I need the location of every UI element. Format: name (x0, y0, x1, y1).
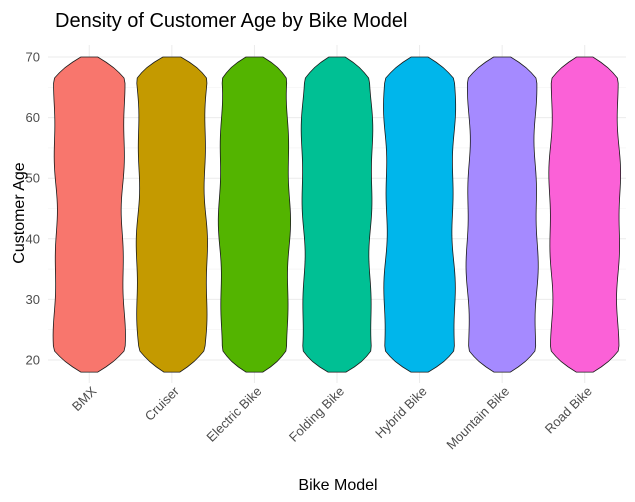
violin-folding-bike (300, 56, 374, 373)
chart-title: Density of Customer Age by Bike Model (55, 10, 407, 32)
violin-bmx (52, 56, 126, 373)
y-tick-label: 50 (26, 171, 40, 186)
x-tick-label: BMX (69, 383, 100, 414)
y-tick-label: 30 (26, 292, 40, 307)
y-axis-title: Customer Age (11, 162, 28, 263)
violin-hybrid-bike (383, 56, 457, 373)
violin-road-bike (548, 56, 622, 373)
x-tick-label: Hybrid Bike (372, 384, 430, 442)
x-axis-title: Bike Model (298, 477, 377, 494)
x-tick-label: Mountain Bike (443, 384, 512, 453)
violin-electric-bike (217, 56, 291, 373)
y-tick-label: 70 (26, 50, 40, 65)
violin-mountain-bike (465, 56, 539, 373)
y-tick-label: 20 (26, 353, 40, 368)
x-axis-ticks: BMX Cruiser Electric Bike Folding Bike Hybri… (69, 383, 595, 452)
y-axis-ticks: 20 30 40 50 60 70 (26, 50, 40, 368)
x-tick-label: Electric Bike (203, 384, 264, 445)
violins (52, 56, 622, 373)
x-tick-label: Road Bike (542, 384, 595, 437)
violin-cruiser (135, 56, 208, 373)
y-tick-label: 40 (26, 231, 40, 246)
y-tick-label: 60 (26, 110, 40, 125)
x-tick-label: Folding Bike (286, 384, 347, 445)
x-tick-label: Cruiser (142, 383, 183, 424)
